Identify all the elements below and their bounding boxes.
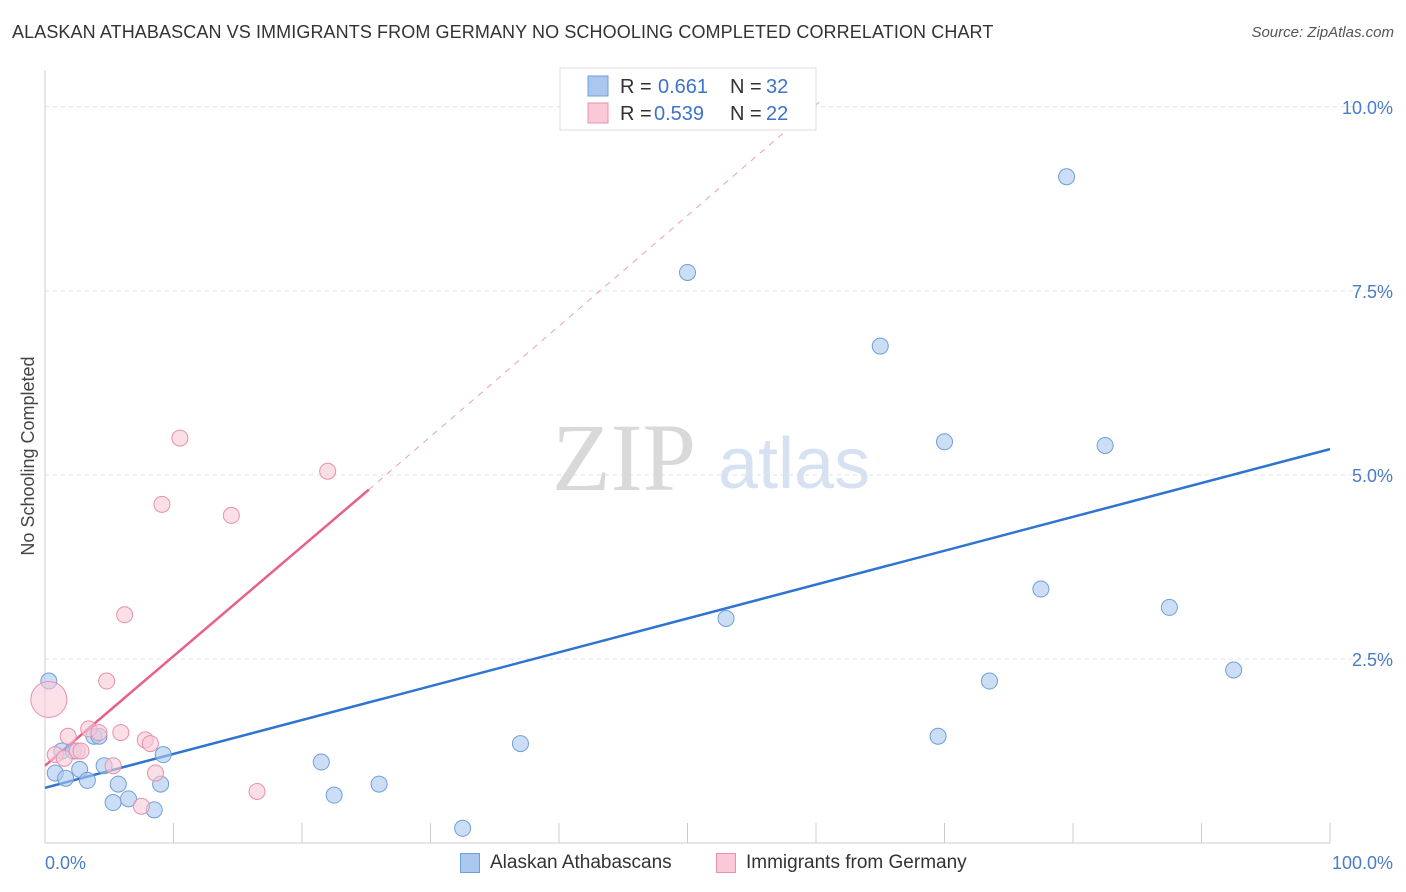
point-germany bbox=[153, 495, 171, 513]
point-germany bbox=[112, 724, 130, 742]
trend-line-germany-extension bbox=[368, 99, 823, 491]
point-athabascans bbox=[109, 775, 127, 793]
gridlines bbox=[45, 106, 1392, 660]
point-athabascans bbox=[717, 609, 735, 627]
point-athabascans bbox=[1058, 168, 1076, 186]
legend-r-label-1: R = bbox=[620, 76, 652, 98]
legend-r-label-2: R = bbox=[620, 103, 652, 125]
x-tick-label-min: 0.0% bbox=[45, 853, 86, 873]
point-germany bbox=[222, 506, 240, 524]
trend-line-germany bbox=[44, 488, 370, 767]
watermark-zip: ZIP bbox=[552, 404, 696, 511]
trend-line-athabascans bbox=[44, 447, 1331, 789]
point-athabascans bbox=[120, 790, 138, 808]
point-germany bbox=[171, 429, 189, 447]
point-athabascans bbox=[1096, 436, 1114, 454]
point-germany bbox=[147, 764, 165, 782]
legend-item-germany: Immigrants from Germany bbox=[716, 852, 967, 874]
point-athabascans bbox=[57, 769, 75, 787]
legend-label-germany: Immigrants from Germany bbox=[746, 852, 967, 873]
point-athabascans bbox=[679, 263, 696, 281]
legend-swatch-athabascans bbox=[587, 75, 609, 97]
point-athabascans bbox=[370, 775, 388, 793]
axes bbox=[44, 70, 1331, 844]
point-athabascans bbox=[104, 794, 122, 812]
y-tick-label: 5.0% bbox=[1352, 466, 1393, 486]
legend-swatch-blue bbox=[460, 853, 480, 873]
legend-swatch-germany bbox=[587, 102, 609, 124]
y-tick-label: 10.0% bbox=[1342, 98, 1393, 118]
point-germany bbox=[141, 735, 159, 753]
point-athabascans bbox=[511, 735, 529, 753]
point-germany bbox=[116, 606, 134, 624]
chart-title: ALASKAN ATHABASCAN VS IMMIGRANTS FROM GE… bbox=[12, 22, 994, 42]
point-germany bbox=[30, 680, 68, 718]
point-athabascans bbox=[454, 819, 472, 837]
point-athabascans bbox=[871, 337, 889, 355]
point-athabascans bbox=[980, 672, 998, 690]
legend-n-label-1: N = bbox=[730, 76, 762, 98]
point-germany bbox=[248, 782, 266, 800]
point-athabascans bbox=[1160, 598, 1178, 616]
point-germany bbox=[59, 727, 77, 745]
point-athabascans bbox=[936, 433, 953, 451]
point-athabascans bbox=[1225, 661, 1243, 679]
point-germany bbox=[90, 724, 108, 742]
legend-r-value-1: 0.661 bbox=[658, 76, 708, 98]
y-tick-labels: 2.5% 5.0% 7.5% 10.0% bbox=[1342, 98, 1393, 670]
point-germany bbox=[132, 797, 150, 815]
point-athabascans bbox=[929, 727, 947, 745]
data-points bbox=[30, 168, 1243, 837]
legend-label-athabascans: Alaskan Athabascans bbox=[490, 852, 672, 873]
legend-n-value-1: 32 bbox=[766, 76, 788, 98]
point-germany bbox=[319, 462, 337, 480]
y-tick-label: 7.5% bbox=[1352, 282, 1393, 302]
trend-lines bbox=[44, 99, 1331, 789]
x-tick-label-max: 100.0% bbox=[1332, 853, 1393, 873]
point-germany bbox=[55, 749, 73, 767]
point-germany bbox=[104, 757, 122, 775]
point-athabascans bbox=[325, 786, 343, 804]
point-athabascans bbox=[78, 771, 96, 789]
legend-r-value-2: 0.539 bbox=[654, 103, 704, 125]
point-athabascans bbox=[154, 746, 172, 764]
x-tick-labels: 0.0% 100.0% bbox=[45, 853, 1393, 873]
legend-item-athabascans: Alaskan Athabascans bbox=[460, 852, 672, 874]
source-label: Source: ZipAtlas.com bbox=[1251, 24, 1394, 41]
y-axis-label: No Schooling Completed bbox=[18, 356, 38, 555]
watermark-atlas: atlas bbox=[718, 424, 870, 504]
legend-n-value-2: 22 bbox=[766, 103, 788, 125]
legend-top: R = 0.661 N = 32 R = 0.539 N = 22 bbox=[559, 67, 817, 131]
y-tick-label: 2.5% bbox=[1352, 650, 1393, 670]
legend-n-label-2: N = bbox=[730, 103, 762, 125]
point-athabascans bbox=[312, 753, 330, 771]
legend-swatch-pink bbox=[716, 853, 736, 873]
point-athabascans bbox=[1032, 580, 1050, 598]
point-germany bbox=[72, 742, 90, 760]
point-germany bbox=[98, 672, 116, 690]
